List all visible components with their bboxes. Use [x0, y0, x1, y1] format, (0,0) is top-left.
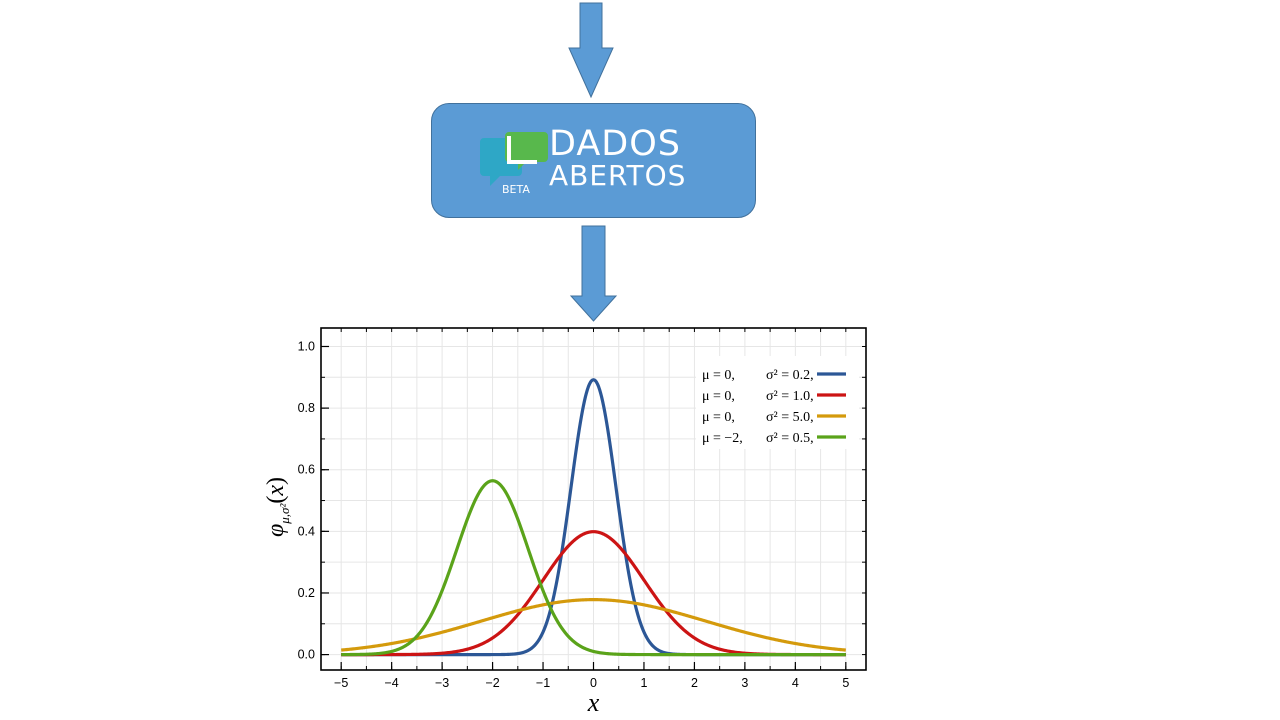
- x-tick-label: −1: [536, 676, 550, 690]
- svg-text:φμ,σ²(x): φμ,σ²(x): [263, 477, 292, 537]
- x-tick-label: −5: [334, 676, 348, 690]
- x-tick-label: −3: [435, 676, 449, 690]
- legend-sigma-label: σ² = 1.0,: [766, 389, 814, 404]
- logo-word-abertos: ABERTOS: [549, 159, 687, 192]
- x-tick-label: 5: [842, 676, 849, 690]
- y-axis-label: φμ,σ²(x): [263, 477, 292, 537]
- y-tick-label: 0.8: [298, 401, 315, 415]
- logo-beta-badge: BETA: [502, 183, 530, 196]
- legend-mu-label: μ = −2,: [702, 431, 743, 446]
- speech-bubble-logo-icon: [480, 132, 548, 186]
- x-tick-label: 1: [640, 676, 647, 690]
- x-tick-label: 0: [590, 676, 597, 690]
- logo-word-dados: DADOS: [549, 124, 681, 164]
- series-line-3: [340, 479, 847, 657]
- x-tick-label: 3: [741, 676, 748, 690]
- down-arrow-bottom-shape: [569, 225, 618, 322]
- y-tick-label: 0.2: [298, 586, 315, 600]
- down-arrow-bottom: [569, 225, 618, 322]
- dados-abertos-logo-box: DADOS ABERTOS BETA: [431, 103, 756, 218]
- x-axis-label: x: [587, 688, 600, 717]
- x-tick-label: −4: [385, 676, 399, 690]
- x-tick-label: −2: [485, 676, 499, 690]
- y-tick-label: 0.6: [298, 463, 315, 477]
- legend-sigma-label: σ² = 0.2,: [766, 368, 814, 383]
- x-tick-label: 2: [691, 676, 698, 690]
- legend-mu-label: μ = 0,: [702, 389, 735, 404]
- legend-mu-label: μ = 0,: [702, 410, 735, 425]
- y-tick-label: 1.0: [298, 339, 315, 353]
- down-arrow-top: [568, 2, 614, 99]
- series-lines: [340, 378, 847, 657]
- legend: μ = 0, σ² = 0.2, μ = 0, σ² = 1.0, μ = 0, σ² =…: [696, 356, 859, 449]
- y-tick-label: 0.4: [298, 524, 315, 538]
- axis-ticks: −5 −4 −3 −2 −1 0 1 2 3 4 5 0.0 0.2 0.4 0.6 0.8 1.0: [298, 328, 866, 690]
- x-tick-label: 4: [792, 676, 799, 690]
- normal-distribution-chart: −5 −4 −3 −2 −1 0 1 2 3 4 5 0.0 0.2 0.4 0.6 0.8 1.0 x φμ,…: [263, 327, 867, 717]
- legend-mu-label: μ = 0,: [702, 368, 735, 383]
- legend-sigma-label: σ² = 0.5,: [766, 431, 814, 446]
- series-line-2: [340, 598, 847, 652]
- down-arrow-top-shape: [568, 2, 614, 99]
- y-tick-label: 0.0: [298, 648, 315, 662]
- legend-background: [696, 356, 859, 449]
- legend-sigma-label: σ² = 5.0,: [766, 410, 814, 425]
